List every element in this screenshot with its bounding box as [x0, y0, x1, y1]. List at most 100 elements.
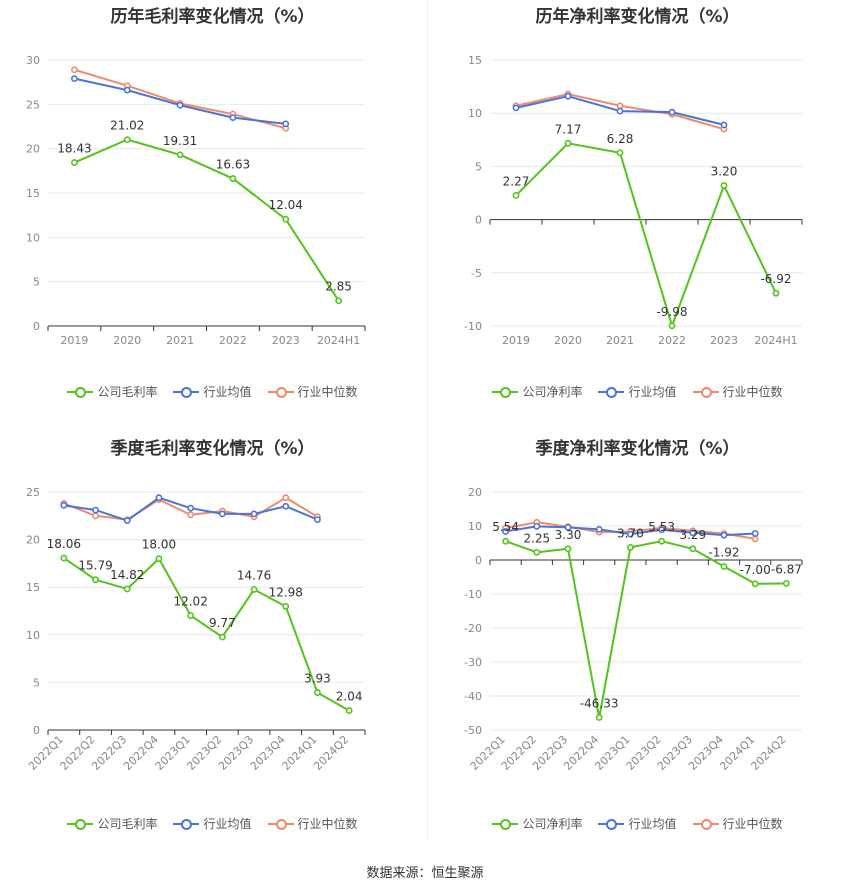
- legend-company[interactable]: 公司毛利率: [67, 815, 157, 832]
- data-point: [123, 517, 131, 524]
- y-tick-label: -20: [464, 622, 482, 635]
- data-point: [502, 537, 509, 545]
- legend-line-icon: [67, 386, 94, 398]
- data-label: 15.79: [78, 559, 112, 573]
- legend-median[interactable]: 行业中位数: [692, 383, 783, 400]
- x-tick-label: 2020: [113, 334, 141, 347]
- data-point: [751, 530, 759, 537]
- data-source-note: 数据来源：恒生聚源: [366, 866, 484, 881]
- data-point: [229, 175, 237, 182]
- chart-legend: 公司毛利率 行业均值 行业中位数: [0, 383, 425, 400]
- y-tick-label: 0: [475, 214, 482, 227]
- legend-label: 行业均值: [628, 817, 677, 831]
- data-point: [772, 289, 780, 297]
- data-point: [689, 529, 697, 537]
- legend-company[interactable]: 公司净利率: [492, 815, 582, 832]
- x-tick-label: 2024Q2: [748, 733, 788, 773]
- legend-label: 行业中位数: [297, 385, 358, 399]
- legend-median[interactable]: 行业中位数: [692, 815, 783, 832]
- legend-label: 公司毛利率: [97, 385, 158, 399]
- data-point: [176, 101, 184, 109]
- legend-company[interactable]: 公司毛利率: [67, 383, 157, 400]
- data-point: [658, 537, 665, 545]
- y-tick-label: 15: [26, 581, 40, 594]
- data-point: [782, 579, 790, 587]
- legend-label: 行业中位数: [297, 817, 358, 831]
- data-label: 18.00: [142, 538, 176, 552]
- data-point: [155, 555, 163, 563]
- company-line: [505, 540, 787, 719]
- data-label: 3.30: [555, 528, 582, 542]
- data-label: 5.53: [648, 520, 675, 534]
- quarterly-gross-margin-chart: 05101520252022Q12022Q22022Q32022Q42023Q1…: [26, 486, 366, 773]
- legend-line-icon: [67, 818, 94, 830]
- data-point: [92, 576, 99, 584]
- chart-title: 季度毛利率变化情况（%）: [110, 439, 315, 459]
- data-point: [720, 182, 728, 189]
- legend-median[interactable]: 行业中位数: [267, 815, 358, 832]
- data-point: [502, 528, 509, 535]
- x-tick-label: 2023: [710, 334, 738, 347]
- data-point: [250, 510, 258, 518]
- legend-avg[interactable]: 行业均值: [173, 815, 252, 832]
- data-label: 16.63: [216, 158, 250, 172]
- data-label: 2.25: [523, 531, 550, 545]
- data-point: [282, 502, 290, 510]
- legend-line-icon: [267, 386, 294, 398]
- y-tick-label: 25: [26, 98, 40, 111]
- data-label: 21.02: [110, 119, 144, 133]
- y-tick-label: 5: [475, 160, 482, 173]
- legend-line-icon: [692, 818, 719, 830]
- company-line: [74, 138, 340, 302]
- legend-avg[interactable]: 行业均值: [173, 383, 252, 400]
- data-point: [564, 523, 572, 531]
- data-point: [720, 121, 728, 129]
- data-point: [533, 522, 541, 530]
- x-tick-label: 2019: [60, 334, 88, 347]
- y-tick-label: -10: [464, 588, 482, 601]
- data-point: [751, 535, 759, 543]
- x-tick-label: 2023: [272, 334, 300, 347]
- y-tick-label: 10: [26, 629, 40, 642]
- y-tick-label: 10: [468, 107, 482, 120]
- data-point: [314, 689, 321, 696]
- data-label: 12.98: [269, 585, 303, 599]
- y-tick-label: 25: [26, 486, 40, 499]
- y-tick-label: 20: [26, 143, 40, 156]
- legend-avg[interactable]: 行业均值: [598, 383, 677, 400]
- chart-title: 历年净利率变化情况（%）: [535, 7, 740, 27]
- data-point: [187, 504, 195, 512]
- y-tick-label: 30: [26, 54, 40, 67]
- data-point: [512, 192, 520, 199]
- data-label: 9.77: [209, 616, 236, 630]
- data-point: [626, 530, 634, 538]
- data-label: 12.04: [269, 198, 303, 212]
- data-point: [564, 545, 572, 553]
- legend-company[interactable]: 公司净利率: [492, 383, 582, 400]
- data-point: [123, 136, 131, 144]
- data-point: [71, 66, 78, 74]
- data-point: [92, 512, 99, 520]
- data-point: [123, 585, 131, 593]
- data-label: 5.54: [492, 520, 519, 534]
- x-tick-label: 2024H1: [754, 334, 797, 347]
- legend-line-icon: [598, 386, 625, 398]
- data-label: 2.27: [503, 174, 530, 188]
- data-point: [71, 75, 78, 83]
- legend-line-icon: [598, 818, 625, 830]
- legend-line-icon: [492, 386, 519, 398]
- legend-median[interactable]: 行业中位数: [267, 383, 358, 400]
- data-point: [616, 102, 624, 110]
- data-point: [595, 526, 603, 533]
- y-tick-label: -50: [464, 724, 482, 737]
- legend-avg[interactable]: 行业均值: [598, 815, 677, 832]
- data-point: [282, 494, 290, 502]
- data-point: [187, 612, 195, 619]
- data-point: [187, 511, 195, 519]
- legend-line-icon: [492, 818, 519, 830]
- data-label: -9.98: [656, 305, 687, 319]
- annual-gross-margin-panel: 历年毛利率变化情况（%） 0 5 10 15 20 25 30 2019 2020 2021 202…: [0, 0, 425, 430]
- data-point: [626, 544, 634, 551]
- quarterly-net-margin-panel: 季度净利率变化情况（%） -50 -40 -30 -20 -10 0 10 20 2022Q1 2…: [425, 432, 850, 862]
- legend-label: 行业均值: [203, 817, 252, 831]
